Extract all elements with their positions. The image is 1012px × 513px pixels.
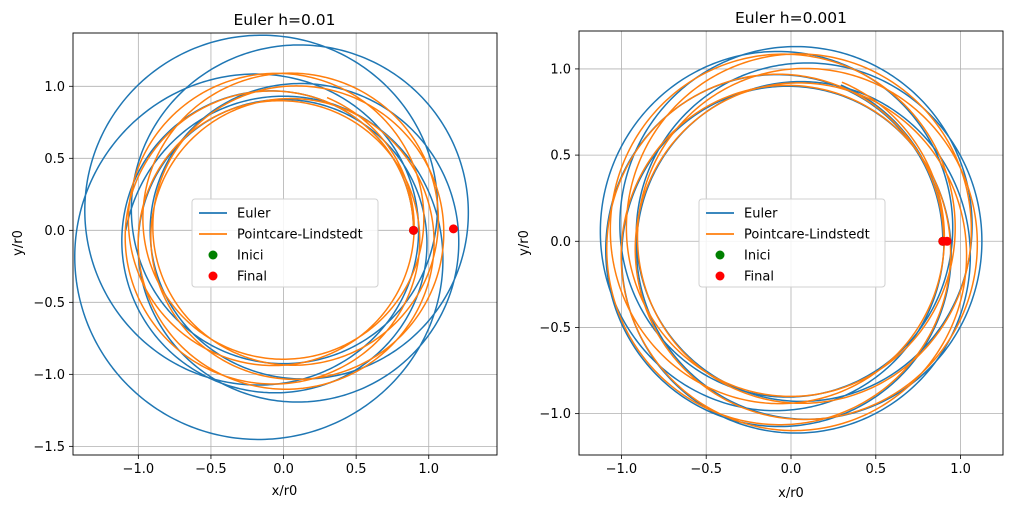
legend-label: Euler	[237, 207, 271, 222]
y-axis-label: y/r0	[517, 230, 532, 256]
legend: Euler Pointcare-Lindstedt Inici Final	[698, 198, 886, 288]
x-tick-label: 0.0	[781, 462, 802, 477]
legend-label: Final	[237, 270, 267, 285]
marker-final	[942, 236, 952, 246]
legend-label: Inici	[237, 249, 263, 264]
legend-label: Pointcare-Lindstedt	[237, 228, 363, 243]
legend-label: Inici	[744, 249, 770, 264]
y-axis-label: y/r0	[11, 230, 26, 256]
marker-final	[448, 224, 458, 234]
y-tick-label: 0.0	[550, 235, 571, 250]
legend-swatch	[715, 250, 725, 260]
x-tick-label: 1.0	[418, 462, 439, 477]
x-axis-label: x/r0	[272, 484, 298, 499]
legend-swatch	[208, 250, 218, 260]
series-line-euler	[74, 34, 470, 441]
marker-final	[409, 225, 419, 235]
y-tick-label: −1.0	[33, 368, 65, 383]
x-tick-label: 0.5	[865, 462, 886, 477]
x-tick-label: 0.0	[273, 462, 294, 477]
subplot-left: Euler h=0.01 x/r0 y/r0 −1.0 −0.5 0.0 0.5 1.0…	[11, 11, 498, 499]
chart-title: Euler h=0.001	[735, 9, 847, 27]
subplot-right: Euler h=0.001 x/r0 y/r0 −1.0 −0.5 0.0 0.5 1.…	[517, 9, 1004, 501]
x-tick-label: 0.5	[346, 462, 367, 477]
legend-label: Final	[744, 270, 774, 285]
legend-swatch	[208, 271, 218, 281]
legend-label: Euler	[744, 207, 778, 222]
y-tick-label: 0.5	[44, 152, 65, 167]
legend: Euler Pointcare-Lindstedt Inici Final	[191, 198, 379, 288]
x-axis-label: x/r0	[778, 486, 804, 501]
y-tick-label: 0.0	[44, 224, 65, 239]
y-tick-label: 1.0	[44, 80, 65, 95]
legend-swatch	[715, 271, 725, 281]
y-tick-label: −1.5	[33, 440, 65, 455]
y-tick-label: 0.5	[550, 149, 571, 164]
series-line-pointcare-lindstedt	[606, 53, 979, 432]
plot-frame	[72, 32, 498, 456]
x-tick-label: −1.0	[123, 462, 155, 477]
y-tick-label: −0.5	[539, 321, 571, 336]
y-tick-label: −0.5	[33, 296, 65, 311]
x-tick-label: −1.0	[606, 462, 638, 477]
legend-label: Pointcare-Lindstedt	[744, 228, 870, 243]
series-line-pointcare-lindstedt	[124, 72, 445, 390]
y-tick-label: −1.0	[539, 407, 571, 422]
chart-title: Euler h=0.01	[233, 11, 335, 29]
x-tick-label: −0.5	[195, 462, 227, 477]
x-tick-label: 1.0	[950, 462, 971, 477]
x-tick-label: −0.5	[690, 462, 722, 477]
y-tick-label: 1.0	[550, 62, 571, 77]
